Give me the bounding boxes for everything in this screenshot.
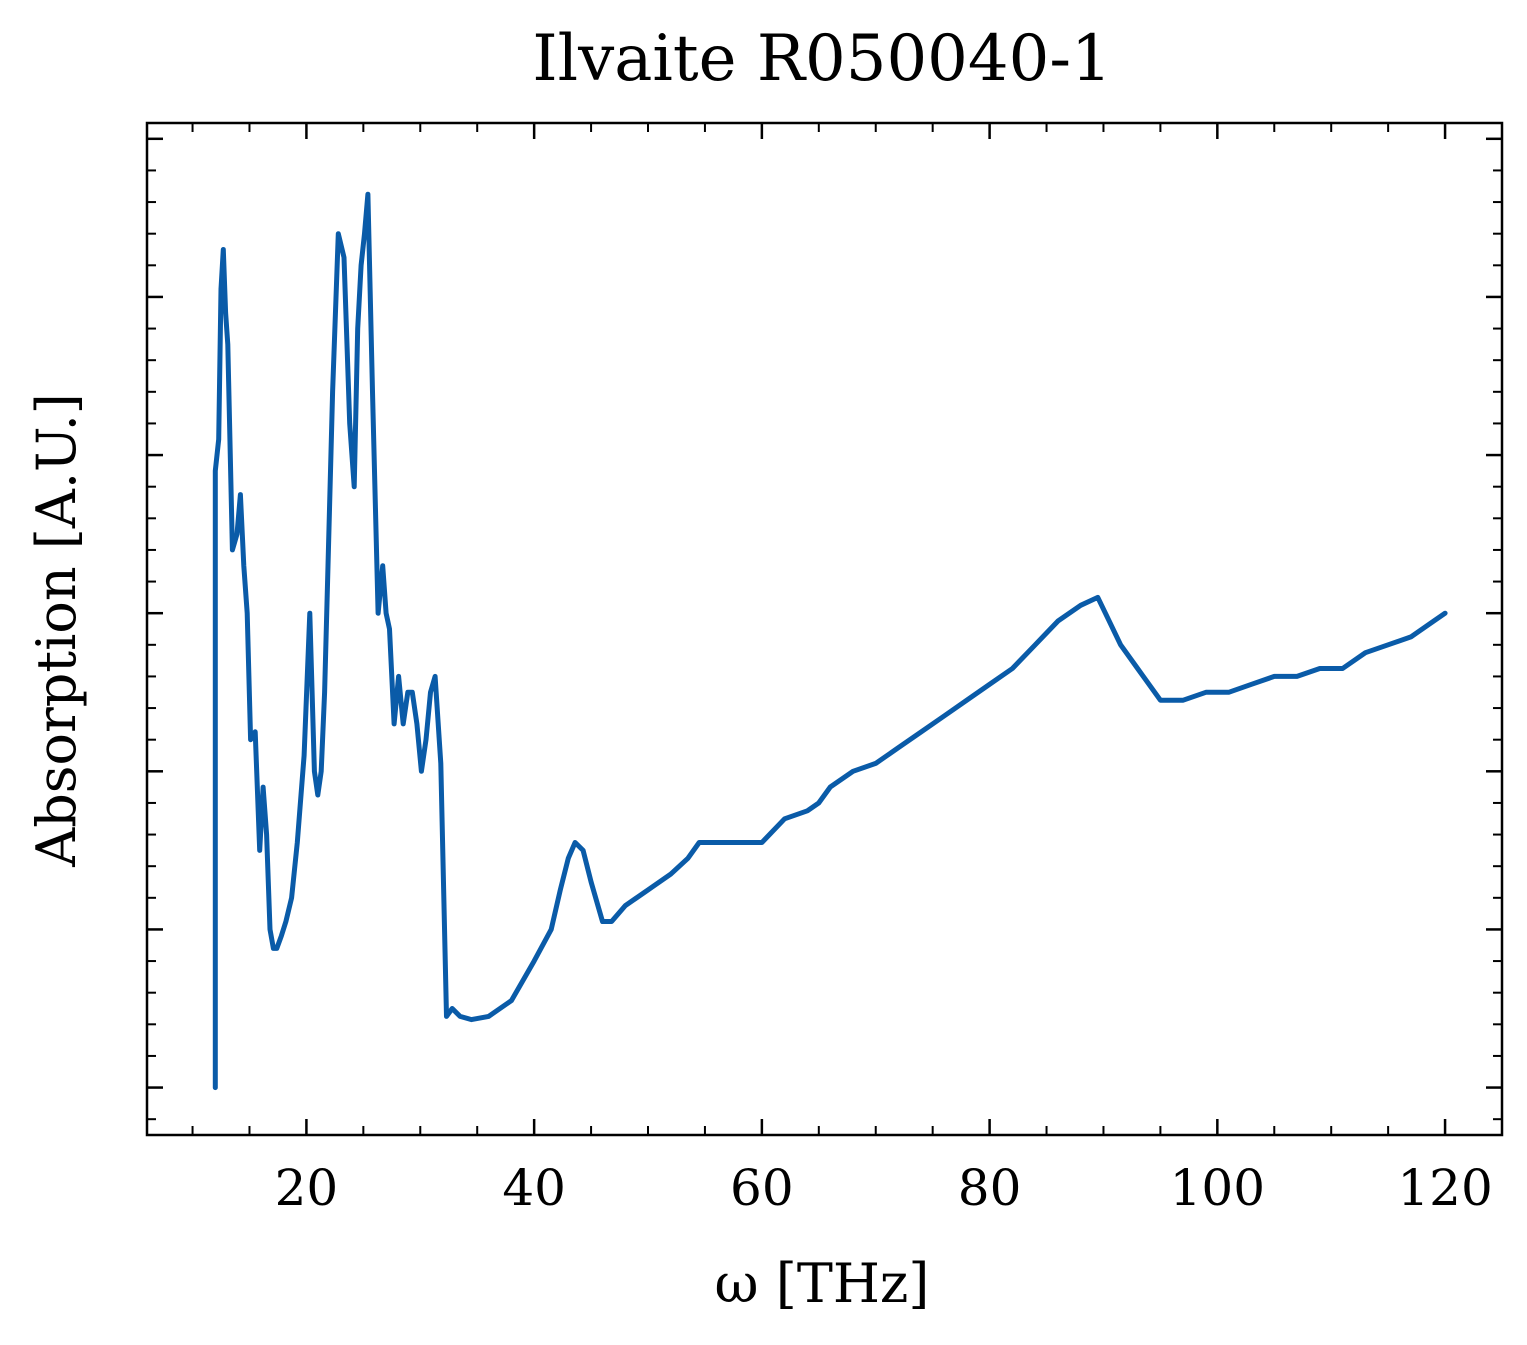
x-tick-label: 80 xyxy=(958,1159,1022,1217)
plot-area: 20 40 60 80 100 120 xyxy=(145,121,1504,1217)
x-tick-label: 100 xyxy=(1170,1159,1265,1217)
chart-title: Ilvaite R050040-1 xyxy=(532,22,1111,96)
x-axis-label: ω [THz] xyxy=(715,1252,930,1315)
x-tick-label: 60 xyxy=(730,1159,794,1217)
plot-frame xyxy=(145,121,1504,1137)
y-axis-label: Absorption [A.U.] xyxy=(25,393,88,868)
x-tick-label: 40 xyxy=(502,1159,566,1217)
x-tick-label: 20 xyxy=(275,1159,339,1217)
series-line xyxy=(212,191,1448,1091)
x-tick-label: 120 xyxy=(1397,1159,1492,1217)
